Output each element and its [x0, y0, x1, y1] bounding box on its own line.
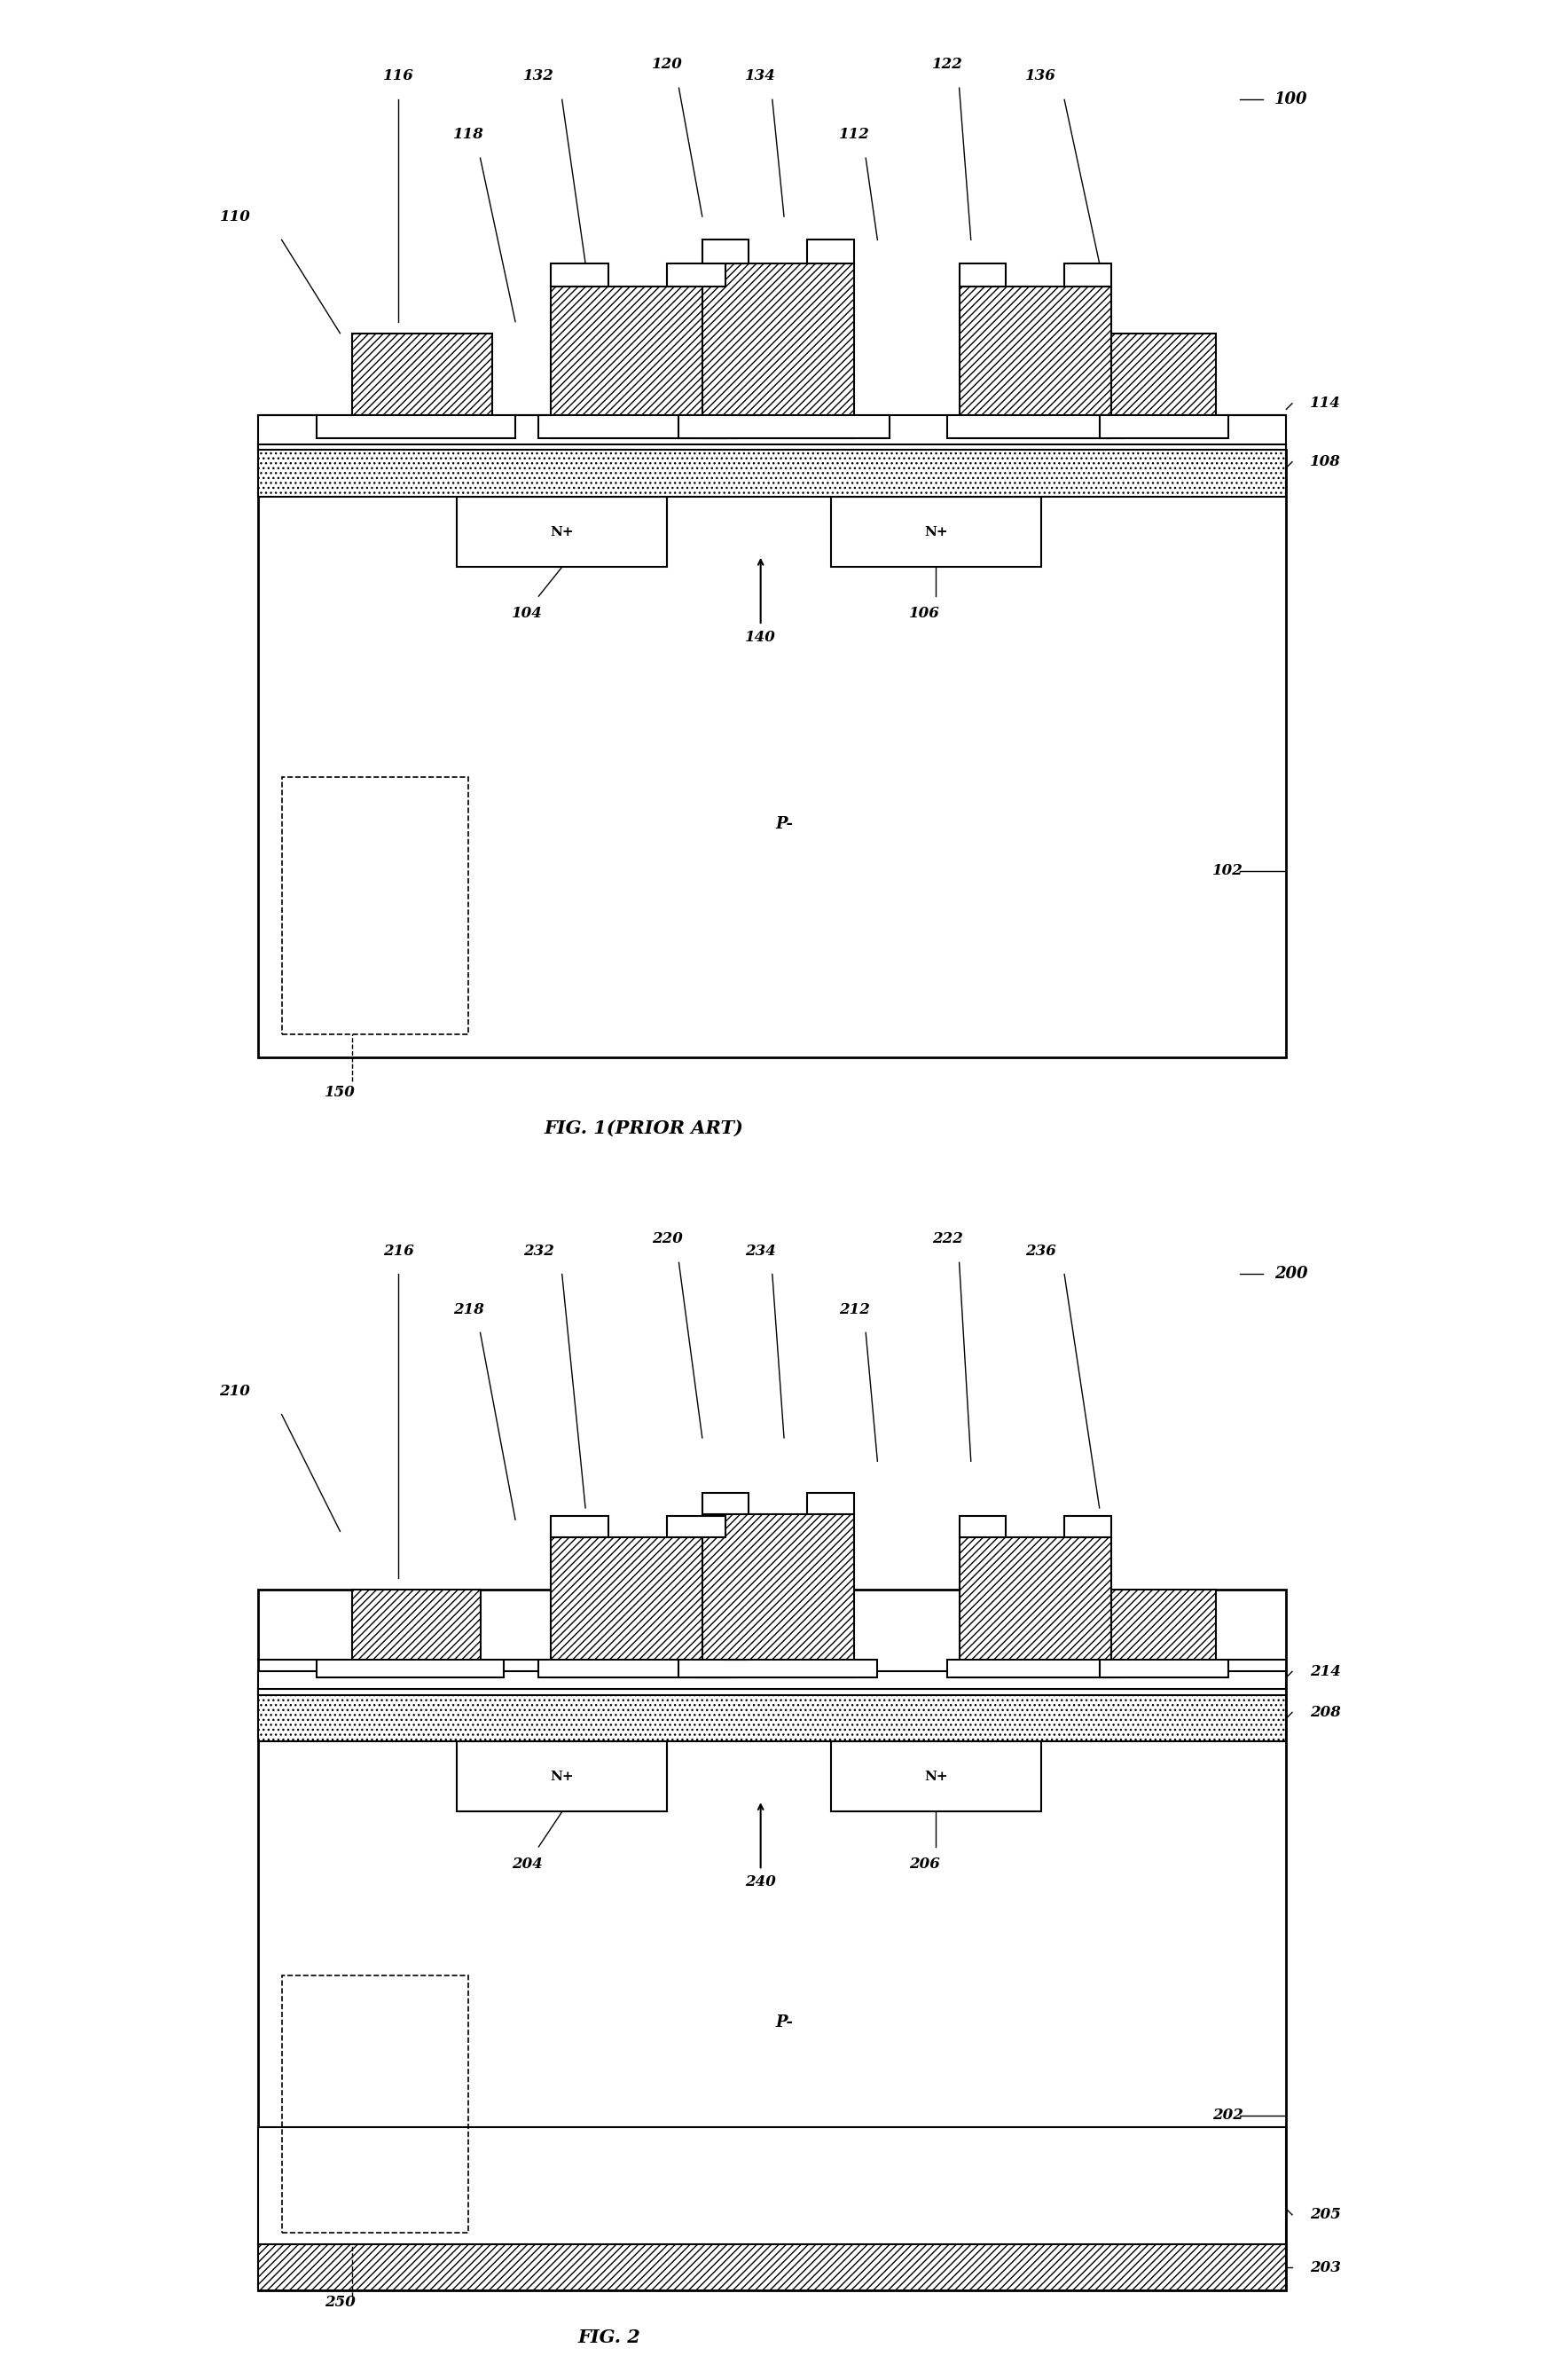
Text: 240: 240: [745, 1875, 776, 1890]
Bar: [351, 332, 492, 415]
Text: 118: 118: [453, 127, 485, 141]
Text: 206: 206: [909, 1857, 939, 1873]
Bar: [259, 1670, 1286, 1694]
Bar: [702, 264, 855, 438]
Bar: [947, 1661, 1123, 1677]
Bar: [282, 777, 469, 1034]
Text: 220: 220: [652, 1232, 682, 1246]
Text: 106: 106: [909, 605, 939, 622]
Bar: [259, 2243, 1286, 2290]
Bar: [947, 415, 1123, 438]
Bar: [539, 415, 737, 438]
Bar: [808, 240, 855, 264]
Text: 132: 132: [524, 68, 554, 85]
Bar: [550, 1517, 608, 1536]
Text: FIG. 1(PRIOR ART): FIG. 1(PRIOR ART): [544, 1119, 743, 1136]
Bar: [679, 415, 889, 438]
Text: 218: 218: [453, 1303, 485, 1317]
Text: 216: 216: [383, 1244, 414, 1258]
Bar: [808, 1494, 855, 1515]
Text: 204: 204: [511, 1857, 543, 1873]
Text: N+: N+: [550, 1769, 574, 1783]
Text: 122: 122: [931, 57, 963, 73]
Bar: [1112, 332, 1217, 415]
Text: 134: 134: [745, 68, 776, 85]
Bar: [1065, 264, 1112, 287]
Text: 210: 210: [220, 1383, 251, 1399]
Text: 116: 116: [383, 68, 414, 85]
Text: 208: 208: [1309, 1706, 1341, 1720]
Text: 112: 112: [839, 127, 870, 141]
Bar: [666, 1517, 726, 1536]
Bar: [1112, 1590, 1217, 1666]
Bar: [702, 1515, 855, 1677]
Bar: [550, 1536, 726, 1677]
Text: 150: 150: [325, 1086, 356, 1100]
Bar: [259, 2127, 1286, 2243]
Text: 205: 205: [1309, 2208, 1341, 2222]
Text: P-: P-: [775, 815, 793, 832]
Bar: [259, 1689, 1286, 1741]
Text: 214: 214: [1309, 1663, 1341, 1680]
Bar: [679, 1661, 878, 1677]
Bar: [550, 287, 726, 438]
Bar: [702, 240, 750, 264]
Bar: [456, 497, 666, 568]
Text: 100: 100: [1275, 92, 1308, 108]
Bar: [960, 1536, 1112, 1677]
Bar: [831, 1741, 1041, 1812]
Text: N+: N+: [550, 525, 574, 537]
Bar: [282, 1974, 469, 2233]
Bar: [317, 1661, 503, 1677]
Bar: [317, 415, 516, 438]
Bar: [1099, 415, 1228, 438]
Text: 140: 140: [745, 629, 776, 646]
Text: 120: 120: [652, 57, 682, 73]
Text: 203: 203: [1309, 2259, 1341, 2276]
Bar: [259, 415, 1286, 450]
Text: 110: 110: [220, 210, 251, 224]
Text: 222: 222: [931, 1232, 963, 1246]
Text: 232: 232: [524, 1244, 554, 1258]
Bar: [702, 1494, 750, 1515]
Text: P-: P-: [775, 2014, 793, 2031]
Text: N+: N+: [924, 1769, 947, 1783]
Text: 136: 136: [1025, 68, 1057, 85]
Bar: [456, 1741, 666, 1812]
Text: 234: 234: [745, 1244, 776, 1258]
Bar: [259, 1590, 1286, 2290]
Text: 202: 202: [1212, 2109, 1243, 2123]
Bar: [259, 445, 1286, 497]
Text: 250: 250: [325, 2295, 356, 2309]
Text: 102: 102: [1212, 862, 1243, 879]
Bar: [960, 1517, 1007, 1536]
Bar: [960, 264, 1007, 287]
Bar: [539, 1661, 737, 1677]
Text: FIG. 2: FIG. 2: [577, 2328, 640, 2347]
Bar: [1065, 1517, 1112, 1536]
Bar: [550, 264, 608, 287]
Bar: [831, 497, 1041, 568]
Text: N+: N+: [924, 525, 947, 537]
Text: 236: 236: [1025, 1244, 1057, 1258]
Text: 200: 200: [1275, 1265, 1308, 1282]
Text: 108: 108: [1309, 455, 1341, 469]
Text: 104: 104: [511, 605, 543, 622]
Text: 114: 114: [1309, 396, 1341, 410]
Bar: [1099, 1661, 1228, 1677]
Text: 212: 212: [839, 1303, 870, 1317]
Bar: [259, 450, 1286, 1058]
Bar: [666, 264, 726, 287]
Bar: [960, 287, 1112, 438]
Bar: [351, 1590, 480, 1666]
